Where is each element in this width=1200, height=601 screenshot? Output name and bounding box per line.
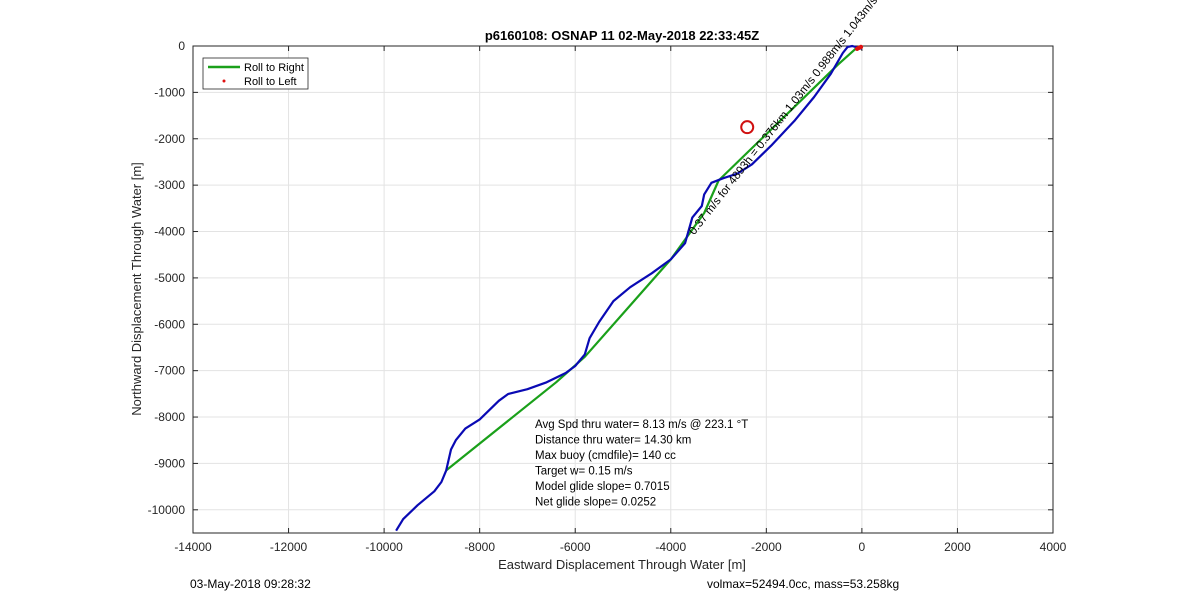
plot-area-frame <box>192 45 1054 534</box>
y-axis-label: Northward Displacement Through Water [m] <box>129 162 144 416</box>
stats-line: Avg Spd thru water= 8.13 m/s @ 223.1 °T <box>535 419 748 431</box>
y-tick-label: -3000 <box>154 178 185 192</box>
x-tick-label: 4000 <box>1040 540 1067 554</box>
y-tick-label: -5000 <box>154 271 185 285</box>
y-tick-label: -9000 <box>154 456 185 470</box>
glider-track-line <box>395 44 863 532</box>
stats-line: Max buoy (cmdfile)= 140 cc <box>535 450 676 462</box>
y-tick-label: -4000 <box>154 225 185 239</box>
legend-roll-right-label: Roll to Right <box>244 62 304 74</box>
legend: Roll to Right Roll to Left <box>202 57 309 90</box>
stats-line: Net glide slope= 0.0252 <box>535 497 656 509</box>
x-axis-ticks: -14000 -12000 -10000 -8000 -6000 -4000 -2000 0 2… <box>174 46 1067 554</box>
x-tick-label: -2000 <box>751 540 782 554</box>
x-tick-label: -10000 <box>365 540 403 554</box>
legend-roll-left-swatch <box>222 79 226 83</box>
x-tick-label: -4000 <box>655 540 686 554</box>
series-layer <box>395 44 864 532</box>
y-tick-label: 0 <box>178 39 185 53</box>
legend-box <box>202 57 309 90</box>
x-tick-label: 0 <box>859 540 866 554</box>
footer-timestamp: 03-May-2018 09:28:32 <box>190 577 311 591</box>
stats-annotation: Avg Spd thru water= 8.13 m/s @ 223.1 °T D… <box>535 419 748 509</box>
y-tick-label: -6000 <box>154 317 185 331</box>
footer-volmax-mass: volmax=52494.0cc, mass=53.258kg <box>707 577 899 591</box>
x-tick-label: -12000 <box>270 540 308 554</box>
x-axis-label: Eastward Displacement Through Water [m] <box>498 557 746 572</box>
x-tick-label: -14000 <box>174 540 212 554</box>
y-tick-label: -1000 <box>154 85 185 99</box>
stats-line: Model glide slope= 0.7015 <box>535 481 670 493</box>
stats-line: Target w= 0.15 m/s <box>535 466 633 478</box>
position-circle-marker <box>740 120 755 135</box>
x-tick-label: 2000 <box>944 540 971 554</box>
x-tick-label: -8000 <box>464 540 495 554</box>
stats-line: Distance thru water= 14.30 km <box>535 435 691 447</box>
legend-roll-left-label: Roll to Left <box>244 76 297 88</box>
y-tick-label: -8000 <box>154 410 185 424</box>
y-tick-label: -2000 <box>154 132 185 146</box>
roll-to-left-point <box>858 44 864 50</box>
y-tick-label: -10000 <box>148 503 186 517</box>
y-tick-label: -7000 <box>154 364 185 378</box>
y-axis-ticks: 0 -1000 -2000 -3000 -4000 -5000 -6000 -7000 -800… <box>148 39 1053 517</box>
roll-to-right-line <box>445 46 858 472</box>
chart-title: p6160108: OSNAP 11 02-May-2018 22:33:45Z <box>485 28 759 43</box>
x-tick-label: -6000 <box>560 540 591 554</box>
